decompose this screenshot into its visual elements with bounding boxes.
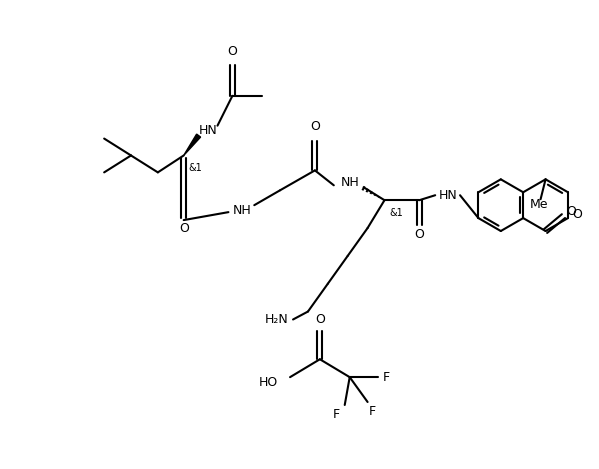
Text: HN: HN bbox=[199, 124, 218, 137]
Text: NH: NH bbox=[340, 176, 359, 189]
Text: HN: HN bbox=[438, 189, 458, 202]
Text: NH: NH bbox=[233, 204, 252, 217]
Text: F: F bbox=[383, 371, 390, 384]
Text: O: O bbox=[572, 208, 582, 220]
Text: O: O bbox=[315, 313, 325, 326]
Text: O: O bbox=[567, 204, 576, 218]
Text: Me: Me bbox=[530, 198, 548, 211]
Text: O: O bbox=[310, 120, 320, 133]
Text: &1: &1 bbox=[389, 208, 403, 218]
Text: H₂N: H₂N bbox=[264, 313, 288, 326]
Text: O: O bbox=[179, 221, 189, 234]
Text: HO: HO bbox=[259, 376, 278, 389]
Text: F: F bbox=[369, 405, 376, 418]
Text: O: O bbox=[415, 228, 424, 242]
Polygon shape bbox=[184, 134, 201, 155]
Text: F: F bbox=[333, 408, 340, 422]
Text: O: O bbox=[228, 45, 237, 58]
Text: &1: &1 bbox=[189, 163, 202, 174]
